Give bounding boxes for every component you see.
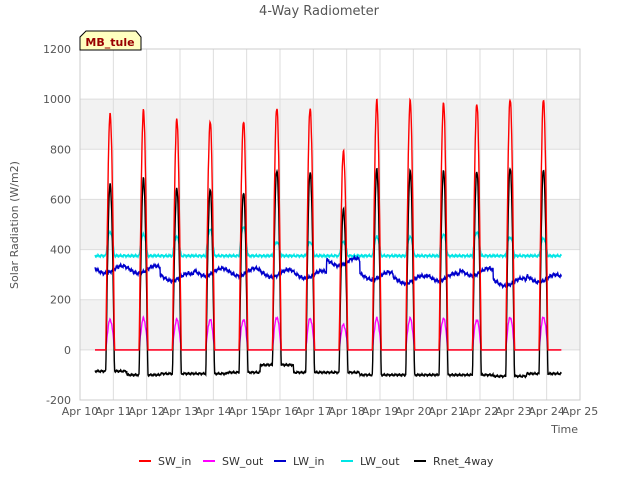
- site-label: MB_tule: [85, 36, 134, 49]
- x-tick-label: Apr 14: [195, 405, 232, 418]
- legend-label: SW_in: [158, 455, 191, 468]
- x-tick-label: Apr 18: [328, 405, 365, 418]
- legend-label: Rnet_4way: [433, 455, 494, 468]
- series-line-rnet-4way: [94, 167, 562, 379]
- x-tick-label: Apr 25: [562, 405, 599, 418]
- y-tick-label: 200: [50, 294, 71, 307]
- grid-band: [80, 199, 580, 250]
- x-tick-label: Apr 20: [395, 405, 432, 418]
- x-tick-label: Apr 24: [528, 405, 565, 418]
- series-line-sw-in: [95, 97, 562, 351]
- x-tick-label: Apr 19: [362, 405, 399, 418]
- legend-label: LW_in: [293, 455, 325, 468]
- legend-label: LW_out: [360, 455, 400, 468]
- x-tick-label: Apr 22: [462, 405, 499, 418]
- x-tick-label: Apr 23: [495, 405, 532, 418]
- x-tick-label: Apr 21: [428, 405, 465, 418]
- grid-band: [80, 299, 580, 350]
- y-tick-label: 600: [50, 193, 71, 206]
- legend-item-rnet-4way: Rnet_4way: [414, 455, 494, 468]
- x-axis-label: Time: [550, 423, 578, 436]
- x-tick-label: Apr 16: [262, 405, 299, 418]
- x-tick-label: Apr 12: [128, 405, 165, 418]
- y-tick-label: 400: [50, 244, 71, 257]
- y-tick-label: 1200: [43, 43, 71, 56]
- legend-item-lw-out: LW_out: [341, 455, 400, 468]
- legend-item-sw-in: SW_in: [139, 455, 191, 468]
- x-tick-label: Apr 17: [295, 405, 332, 418]
- y-axis-label: Solar Radiation (W/m2): [8, 161, 21, 289]
- legend-item-lw-in: LW_in: [274, 455, 325, 468]
- y-tick-label: 800: [50, 143, 71, 156]
- y-tick-label: 1000: [43, 93, 71, 106]
- legend-item-sw-out: SW_out: [203, 455, 264, 468]
- chart-title: 4-Way Radiometer: [259, 4, 380, 19]
- series-line-lw-in: [94, 254, 562, 290]
- series-line-lw-out: [94, 226, 562, 260]
- x-tick-label: Apr 13: [162, 405, 199, 418]
- x-tick-label: Apr 11: [95, 405, 132, 418]
- y-tick-label: -200: [46, 394, 71, 407]
- grid-band: [80, 99, 580, 150]
- legend-label: SW_out: [222, 455, 264, 468]
- site-label-box: MB_tule: [79, 30, 142, 51]
- legend: SW_in SW_out LW_in LW_out Rnet_4way: [139, 455, 494, 468]
- y-tick-label: 0: [64, 344, 71, 357]
- x-tick-label: Apr 15: [228, 405, 265, 418]
- x-tick-label: Apr 10: [62, 405, 99, 418]
- plot-frame: [79, 48, 581, 401]
